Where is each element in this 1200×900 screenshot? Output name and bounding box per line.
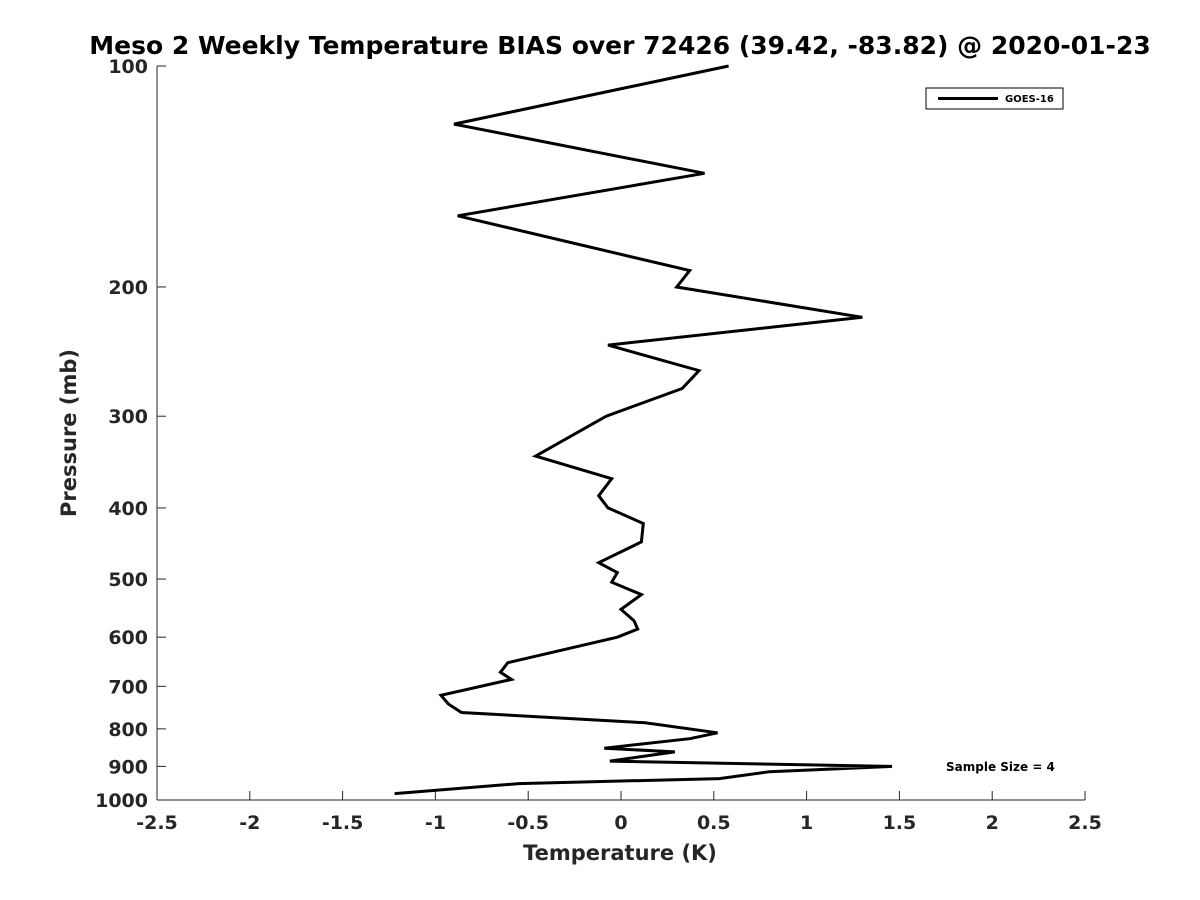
y-tick-label: 500 — [108, 569, 148, 591]
legend-label-goes16: GOES-16 — [1005, 94, 1054, 105]
y-tick-label: 700 — [108, 676, 148, 698]
x-tick-label: -0.5 — [507, 812, 549, 834]
y-axis-label: Pressure (mb) — [57, 349, 81, 517]
x-tick-label: 0 — [614, 812, 627, 834]
x-ticks: -2.5 -2 -1.5 -1 -0.5 0 0.5 1 1.5 2 2.5 — [136, 791, 1102, 834]
y-tick-label: 400 — [108, 498, 148, 520]
sample-size-annotation: Sample Size = 4 — [946, 760, 1055, 774]
x-tick-label: 2 — [986, 812, 999, 834]
x-tick-label: -2 — [239, 812, 260, 834]
chart-title: Meso 2 Weekly Temperature BIAS over 7242… — [89, 31, 1150, 60]
y-ticks: 100 200 300 400 500 600 700 800 900 1000 — [95, 56, 166, 812]
y-tick-label: 1000 — [95, 790, 148, 812]
x-tick-label: -1.5 — [322, 812, 364, 834]
y-tick-label: 100 — [108, 56, 148, 78]
y-tick-label: 900 — [108, 756, 148, 778]
x-tick-label: -2.5 — [136, 812, 178, 834]
y-tick-label: 800 — [108, 719, 148, 741]
series-layer — [394, 64, 893, 796]
x-axis-label: Temperature (K) — [523, 841, 717, 865]
legend: GOES-16 — [925, 87, 1064, 110]
x-tick-label: 1 — [800, 812, 813, 834]
x-tick-label: 2.5 — [1068, 812, 1102, 834]
series-line-goes-16 — [394, 64, 893, 796]
x-tick-label: 1.5 — [883, 812, 917, 834]
plot-background — [157, 66, 1085, 800]
x-tick-label: -1 — [425, 812, 446, 834]
x-tick-label: 0.5 — [697, 812, 731, 834]
y-tick-label: 300 — [108, 406, 148, 428]
y-tick-label: 200 — [108, 277, 148, 299]
y-tick-label: 600 — [108, 627, 148, 649]
plot-area: -2.5 -2 -1.5 -1 -0.5 0 0.5 1 1.5 2 2.5 100 200 300 40… — [95, 56, 1102, 834]
